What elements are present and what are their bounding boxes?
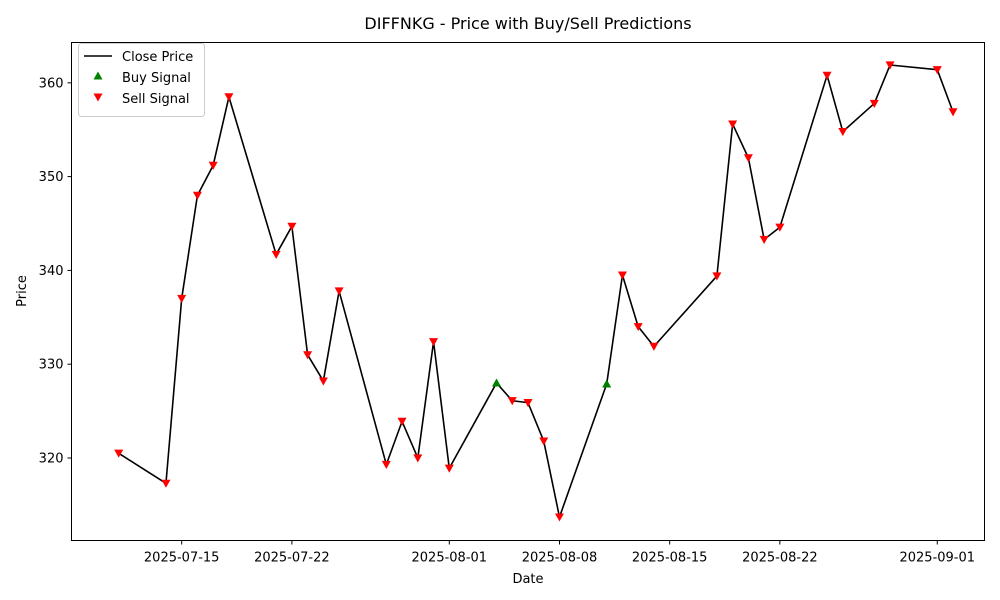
sell-signal-marker — [397, 417, 407, 426]
y-tick-label: 340 — [39, 264, 64, 279]
sell-signal-marker — [728, 120, 738, 129]
sell-signal-marker — [554, 513, 564, 522]
buy-signal-marker — [602, 379, 612, 388]
x-axis: 2025-07-15 2025-07-22 2025-08-01 2025-08-08… — [144, 540, 975, 566]
x-tick-label: 2025-08-01 — [412, 551, 488, 566]
sell-signal-marker — [507, 397, 517, 406]
sell-signal-marker — [208, 161, 218, 170]
sell-signal-marker — [303, 351, 313, 360]
sell-signal-marker — [192, 191, 202, 200]
sell-signal-marker — [759, 235, 769, 244]
x-axis-label: Date — [512, 572, 543, 587]
x-tick-label: 2025-08-15 — [632, 551, 708, 566]
y-axis: 320 330 340 350 360 — [39, 76, 72, 466]
sell-signal-marker — [948, 108, 958, 117]
sell-signal-marker — [287, 222, 297, 231]
sell-signal-marker — [885, 61, 895, 70]
y-axis-label: Price — [15, 275, 30, 307]
sell-signal-marker — [429, 338, 439, 347]
y-tick-label: 350 — [39, 170, 64, 185]
sell-signal-marker — [633, 323, 643, 332]
sell-signal-marker — [334, 287, 344, 296]
close-price-line — [118, 64, 954, 518]
sell-signal-marker — [649, 342, 659, 351]
sell-signal-marker — [177, 294, 187, 304]
sell-signal-marker — [271, 250, 281, 259]
sell-signal-marker — [161, 479, 171, 488]
legend-box — [78, 43, 205, 117]
y-tick-label: 320 — [39, 451, 64, 466]
sell-signal-marker — [822, 71, 832, 80]
sell-signal-marker — [617, 271, 627, 280]
sell-signal-marker — [381, 460, 391, 470]
sell-signal-marker — [838, 127, 848, 137]
sell-signal-marker — [413, 454, 423, 463]
legend-buy-swatch — [93, 71, 103, 80]
legend-buy-label: Buy Signal — [122, 71, 191, 86]
x-tick-label: 2025-08-08 — [522, 551, 598, 566]
sell-signal-marker — [869, 99, 879, 108]
x-tick-label: 2025-07-22 — [254, 551, 330, 566]
y-tick-label: 330 — [39, 358, 64, 373]
x-tick-label: 2025-09-01 — [899, 551, 975, 566]
legend-close-label: Close Price — [122, 50, 193, 65]
sell-signal-marker — [775, 223, 785, 232]
sell-signal-marker — [318, 377, 328, 386]
legend: Close Price Buy Signal Sell Signal — [78, 43, 205, 117]
sell-signal-marker — [743, 154, 753, 163]
sell-signal-marker — [932, 66, 942, 75]
buy-signal-marker — [492, 378, 502, 387]
sell-signal-marker — [224, 93, 234, 102]
chart-title: DIFFNKG - Price with Buy/Sell Prediction… — [364, 14, 691, 33]
sell-signal-marker — [114, 449, 124, 458]
sell-signal-marker — [539, 437, 549, 446]
y-tick-label: 360 — [39, 76, 64, 91]
sell-signal-marker — [444, 464, 454, 473]
legend-sell-swatch — [93, 93, 103, 102]
plot-area — [114, 61, 958, 522]
x-tick-label: 2025-07-15 — [144, 551, 220, 566]
sell-signal-marker — [523, 399, 533, 408]
legend-sell-label: Sell Signal — [122, 92, 190, 107]
sell-signal-marker — [712, 272, 722, 281]
axes-frame — [71, 42, 985, 541]
x-tick-label: 2025-08-22 — [742, 551, 818, 566]
